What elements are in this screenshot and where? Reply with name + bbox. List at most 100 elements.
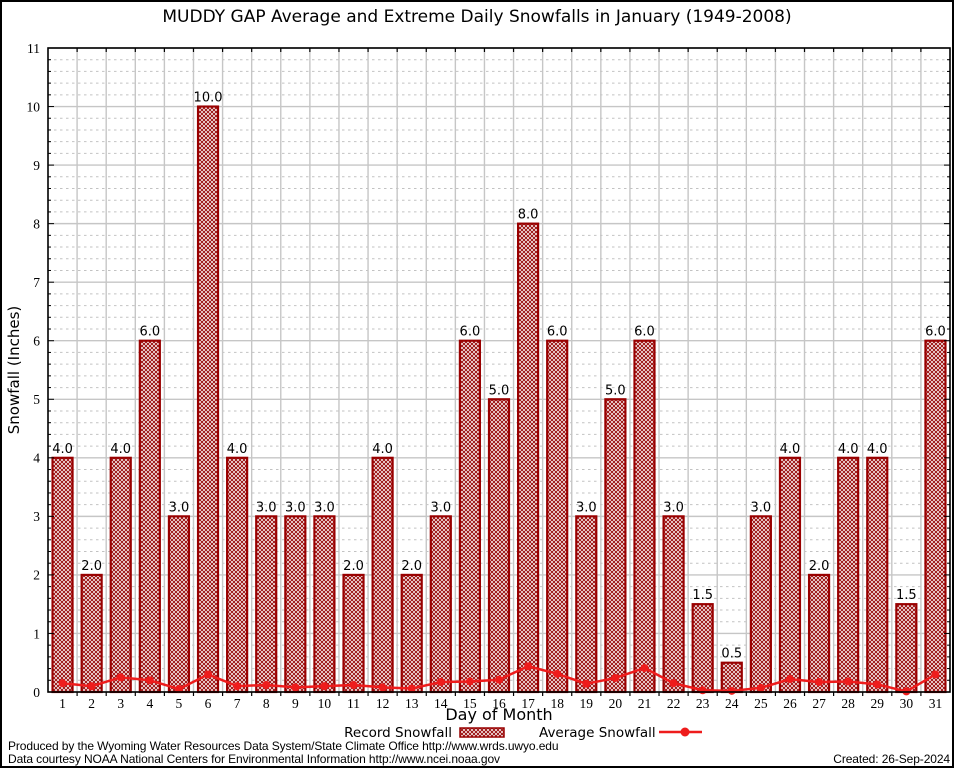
- bar-value-label: 5.0: [605, 383, 626, 398]
- y-tick-label: 6: [33, 334, 40, 349]
- x-tick-label: 6: [205, 696, 212, 711]
- record-bar-day-19: [575, 515, 598, 694]
- y-tick-label: 5: [33, 392, 40, 407]
- x-tick-label: 27: [812, 696, 826, 711]
- x-tick-label: 1: [59, 696, 66, 711]
- record-bar-day-30: [895, 603, 918, 694]
- bar-value-label: 4.0: [372, 442, 393, 457]
- bar-value-label: 3.0: [256, 500, 277, 515]
- x-tick-label: 14: [434, 696, 448, 711]
- record-bar-day-26: [778, 456, 802, 694]
- bar-value-label: 4.0: [780, 442, 801, 457]
- y-tick-label: 7: [33, 275, 40, 290]
- average-point-day-12: [378, 683, 387, 692]
- x-tick-label: 26: [783, 696, 797, 711]
- bar-value-label: 3.0: [169, 500, 190, 515]
- x-tick-label: 31: [929, 696, 943, 711]
- record-bar-day-8: [255, 515, 278, 694]
- record-bar-day-31: [924, 339, 947, 694]
- record-bar-day-18: [546, 339, 569, 694]
- y-tick-label: 8: [33, 216, 40, 231]
- record-bar-day-11: [342, 573, 365, 694]
- bar-value-label: 2.0: [81, 559, 102, 574]
- bar-value-label: 2.0: [809, 559, 830, 574]
- average-point-day-26: [785, 675, 794, 684]
- x-tick-label: 4: [146, 696, 153, 711]
- bar-value-label: 4.0: [838, 442, 859, 457]
- x-tick-label: 17: [521, 696, 535, 711]
- x-tick-label: 15: [463, 696, 477, 711]
- average-point-day-2: [87, 682, 96, 691]
- average-point-day-13: [407, 684, 416, 693]
- record-bar-day-21: [633, 339, 656, 694]
- bar-value-label: 6.0: [634, 325, 655, 340]
- legend-label-average: Average Snowfall: [539, 725, 656, 741]
- bar-value-label: 6.0: [139, 325, 160, 340]
- x-tick-label: 21: [638, 696, 652, 711]
- bar-value-label: 3.0: [285, 500, 306, 515]
- average-point-day-14: [436, 678, 445, 687]
- plot-frame: [47, 47, 951, 693]
- x-tick-label: 29: [871, 696, 885, 711]
- average-point-day-28: [844, 677, 853, 686]
- record-bar-day-7: [226, 456, 249, 694]
- legend-swatch-record: [459, 727, 505, 738]
- record-bar-day-3: [109, 456, 132, 694]
- x-tick-label: 13: [405, 696, 419, 711]
- x-tick-label: 25: [754, 696, 768, 711]
- x-tick-label: 22: [667, 696, 681, 711]
- x-tick-label: 28: [841, 696, 855, 711]
- x-tick-label: 2: [88, 696, 95, 711]
- record-bar-day-22: [662, 515, 685, 694]
- y-tick-label: 1: [33, 626, 40, 641]
- record-bar-day-6: [196, 105, 220, 694]
- x-tick-label: 5: [176, 696, 183, 711]
- average-point-day-4: [145, 676, 154, 685]
- average-point-day-9: [291, 683, 300, 692]
- average-point-day-19: [582, 679, 591, 688]
- x-tick-label: 23: [696, 696, 710, 711]
- bar-value-label: 10.0: [194, 91, 223, 106]
- legend-marker-average: [680, 727, 690, 737]
- average-point-day-25: [756, 683, 765, 692]
- y-axis-title: Snowfall (Inches): [5, 306, 23, 434]
- average-point-day-8: [262, 680, 271, 689]
- footer-created-date: Created: 26-Sep-2024: [833, 752, 950, 766]
- average-point-day-10: [320, 682, 329, 691]
- bar-value-label: 5.0: [489, 383, 510, 398]
- record-bar-day-25: [749, 515, 772, 694]
- x-tick-label: 12: [376, 696, 390, 711]
- bar-value-label: 3.0: [751, 500, 772, 515]
- average-point-day-15: [465, 677, 474, 686]
- record-bar-day-14: [429, 515, 452, 694]
- record-bar-day-4: [138, 339, 161, 694]
- x-axis-title: Day of Month: [445, 705, 552, 724]
- record-snowfall-bars: [51, 105, 947, 694]
- bar-value-label: 3.0: [576, 500, 597, 515]
- chart-title: MUDDY GAP Average and Extreme Daily Snow…: [162, 7, 792, 27]
- axis-ticks: [48, 47, 950, 696]
- bar-value-label: 4.0: [227, 442, 248, 457]
- average-point-day-11: [349, 680, 358, 689]
- y-tick-label: 10: [27, 99, 41, 114]
- bar-value-label: 6.0: [460, 325, 481, 340]
- bar-value-labels: 4.0 2.0 4.0 6.0 3.0 10.0 4.0 3.0 3.0 3.0 2.0 4.0 2.0…: [52, 91, 946, 662]
- x-tick-label: 9: [292, 696, 299, 711]
- bar-value-label: 1.5: [692, 588, 713, 603]
- average-point-day-29: [873, 680, 882, 689]
- average-point-day-24: [727, 686, 736, 695]
- bar-value-label: 2.0: [343, 559, 364, 574]
- footer-data-courtesy: Data courtesy NOAA National Centers for …: [8, 752, 500, 766]
- record-bar-day-10: [313, 515, 336, 694]
- record-bar-day-16: [487, 398, 511, 694]
- average-point-day-31: [931, 670, 940, 679]
- x-tick-label: 24: [725, 696, 739, 711]
- legend-label-record: Record Snowfall: [344, 725, 452, 741]
- x-tick-label: 18: [550, 696, 564, 711]
- bar-value-label: 3.0: [430, 500, 451, 515]
- y-tick-label: 9: [33, 158, 40, 173]
- x-tick-label: 3: [117, 696, 124, 711]
